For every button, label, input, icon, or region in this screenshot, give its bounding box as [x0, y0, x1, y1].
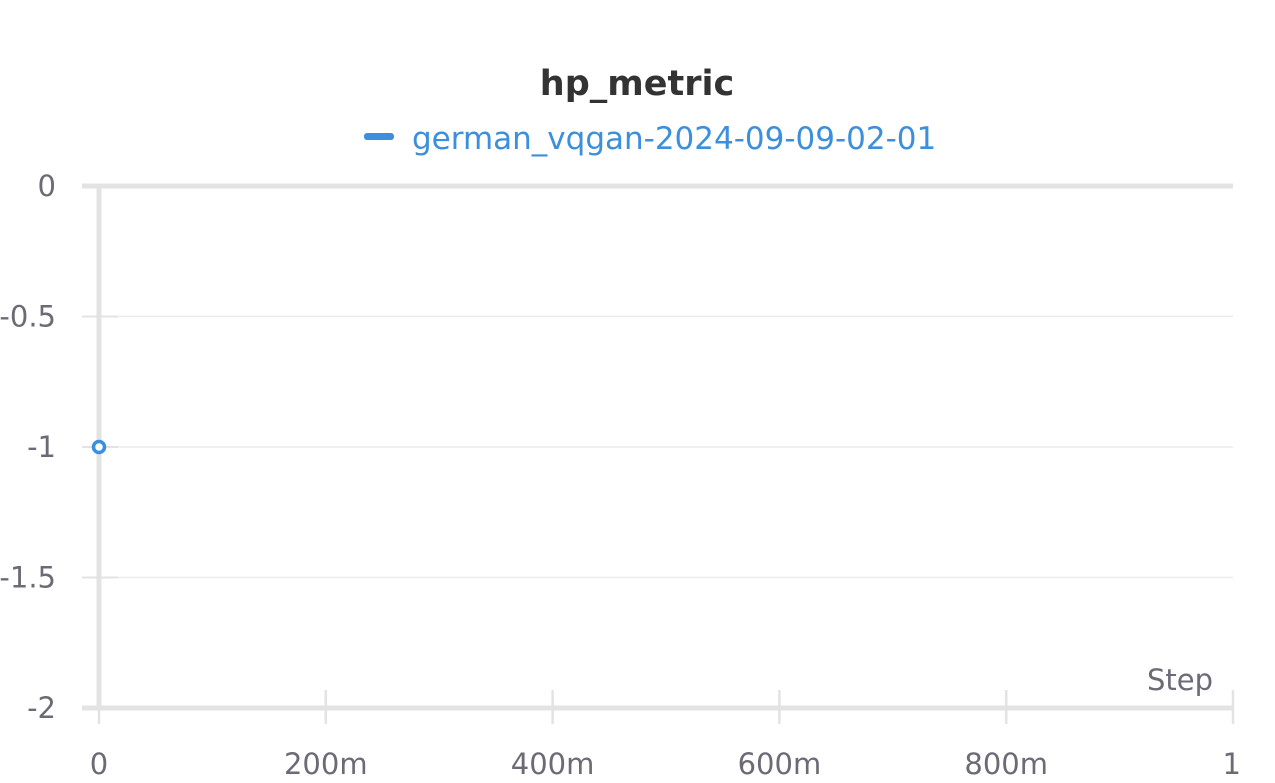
y-tick-label: -2 [27, 691, 56, 725]
x-tick-label: 400m [511, 747, 595, 781]
x-tick-label: 200m [284, 747, 368, 781]
x-tick-label: 800m [964, 747, 1048, 781]
y-tick-label: 0 [38, 169, 56, 203]
y-tick-label: -1 [27, 430, 56, 464]
chart-title: hp_metric [540, 64, 734, 104]
series-layer[interactable] [91, 439, 107, 455]
x-tick-label: 1 [1223, 747, 1241, 781]
legend-label[interactable]: german_vqgan-2024-09-09-02-01 [412, 121, 936, 157]
y-axis-ticks: 0 -0.5 -1 -1.5 -2 [0, 169, 118, 725]
x-tick-label: 0 [90, 747, 108, 781]
x-axis-ticks: 0 200m 400m 600m 800m 1 [90, 690, 1241, 781]
legend[interactable]: german_vqgan-2024-09-09-02-01 [364, 121, 936, 157]
legend-swatch [364, 133, 394, 140]
y-tick-label: -0.5 [0, 300, 56, 334]
gridlines [99, 315, 1233, 579]
x-axis-label: Step [1147, 663, 1213, 697]
x-tick-label: 600m [738, 747, 822, 781]
y-tick-label: -1.5 [0, 561, 56, 595]
data-point[interactable] [91, 439, 107, 455]
